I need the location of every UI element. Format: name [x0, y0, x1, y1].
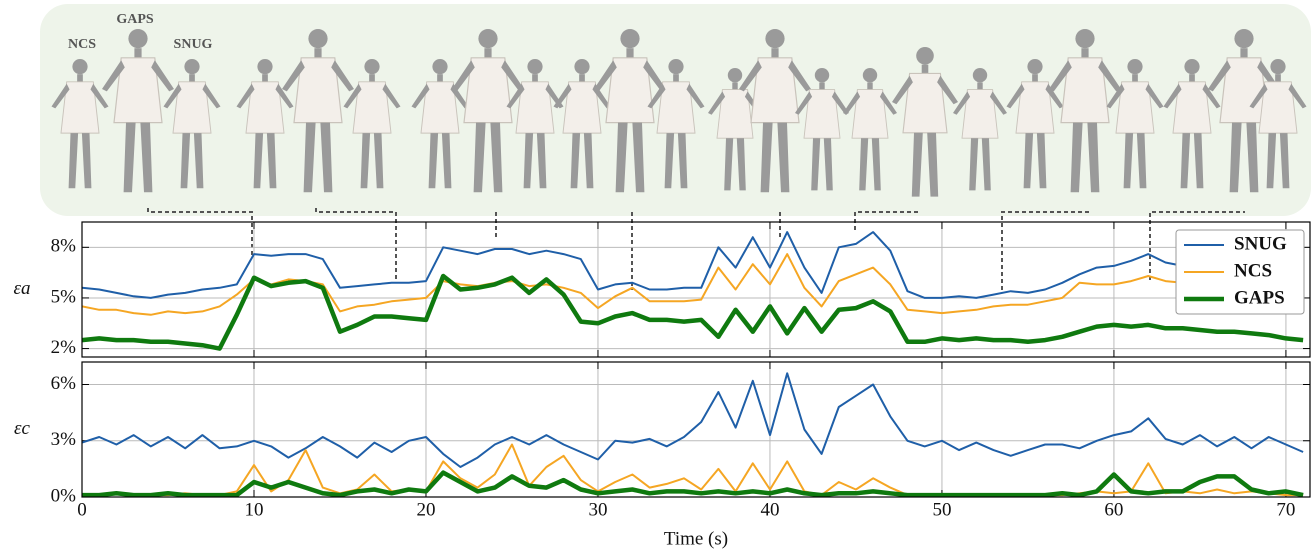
- x-tick-label: 50: [932, 499, 951, 520]
- series-line: [82, 273, 1304, 351]
- connector: [147, 208, 253, 258]
- series-line: [82, 372, 1304, 468]
- series-line: [82, 231, 1304, 299]
- connector: [1149, 211, 1245, 280]
- y-axis-label: εa: [14, 278, 31, 299]
- legend: SNUG NCS GAPS: [1175, 229, 1305, 315]
- connectors: [147, 208, 1245, 290]
- plot: 2% 5% 8% εa SNUG NCS GAPS: [14, 221, 1311, 358]
- y-axis-label: εc: [14, 418, 30, 439]
- connector: [1001, 211, 1090, 290]
- y-tick-label: 3%: [51, 429, 77, 450]
- connector: [315, 208, 397, 280]
- x-tick-label: 20: [416, 499, 435, 520]
- x-tick-label: 10: [244, 499, 263, 520]
- plot-frame: [81, 221, 1311, 358]
- figure-label: NCS: [68, 37, 96, 52]
- figure-label: GAPS: [116, 12, 154, 27]
- legend-label: GAPS: [1234, 287, 1285, 308]
- series-group: [82, 372, 1304, 497]
- x-tick-label: 0: [77, 499, 87, 520]
- x-tick-label: 60: [1104, 499, 1123, 520]
- legend-label: NCS: [1234, 260, 1272, 281]
- connector: [854, 211, 920, 230]
- y-tick-label: 5%: [51, 286, 77, 307]
- legend-box: [1175, 229, 1305, 315]
- y-tick-label: 6%: [51, 373, 77, 394]
- x-tick-label: 70: [1276, 499, 1295, 520]
- y-tick-label: 2%: [51, 337, 77, 358]
- plot-frame: [81, 361, 1311, 498]
- plot: 0 10 20 30 40 50 60 70 0% 3% 6% εc Time (s): [14, 361, 1311, 549]
- series-line: [82, 253, 1304, 316]
- series-group: [82, 231, 1304, 351]
- x-axis-label: Time (s): [664, 528, 728, 549]
- y-tick-label: 0%: [51, 485, 77, 506]
- y-tick-label: 8%: [51, 236, 77, 257]
- x-tick-label: 40: [760, 499, 779, 520]
- figure-label: SNUG: [174, 37, 213, 52]
- legend-label: SNUG: [1234, 233, 1287, 254]
- x-tick-label: 30: [588, 499, 607, 520]
- series-line: [82, 470, 1304, 497]
